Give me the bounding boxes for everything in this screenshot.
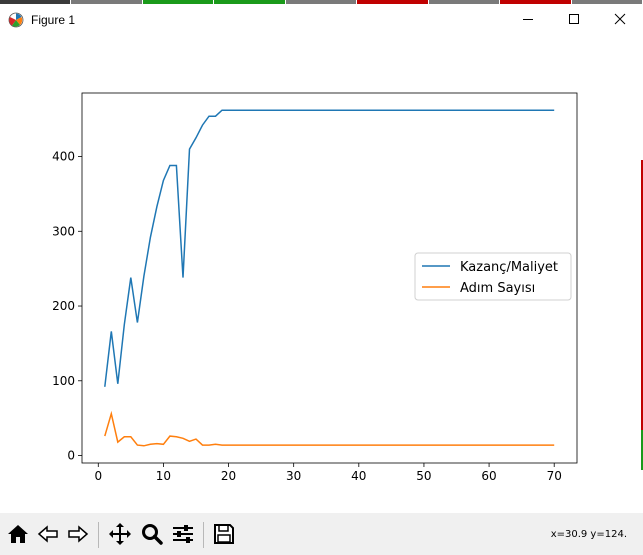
series-line-2 <box>104 410 555 447</box>
strip-segment <box>214 0 285 4</box>
strip-segment <box>500 0 571 4</box>
pan-button[interactable] <box>106 520 134 548</box>
x-tick-label: 50 <box>416 469 431 483</box>
strip-segment <box>71 0 142 4</box>
navigation-toolbar: x=30.9 y=124. <box>0 513 643 555</box>
toolbar-separator <box>98 522 99 548</box>
arrow-left-icon <box>37 525 58 543</box>
window-edge <box>641 430 643 470</box>
magnifier-icon <box>142 524 163 545</box>
legend-box <box>414 252 572 301</box>
y-tick-label: 0 <box>67 449 75 463</box>
x-tick-label: 20 <box>221 469 236 483</box>
axes-frame <box>81 92 578 464</box>
y-tick-label: 100 <box>52 374 75 388</box>
series-line-1 <box>104 109 555 387</box>
back-button[interactable] <box>34 520 62 548</box>
strip-segment <box>428 0 500 4</box>
matplotlib-logo-icon <box>8 12 24 28</box>
x-tick-label: 0 <box>94 469 102 483</box>
x-tick-label: 10 <box>156 469 171 483</box>
x-tick-label: 60 <box>481 469 496 483</box>
move-icon <box>109 523 131 545</box>
maximize-icon <box>569 14 579 24</box>
arrow-right-icon <box>68 525 89 543</box>
y-tick-label: 200 <box>52 299 75 313</box>
x-tick-label: 40 <box>351 469 366 483</box>
strip-segment <box>142 0 214 4</box>
toolbar-separator <box>203 522 204 548</box>
strip-segment <box>285 0 357 4</box>
maximize-button[interactable] <box>551 4 597 34</box>
minimize-button[interactable] <box>505 4 551 34</box>
window-edge <box>641 160 643 460</box>
minimize-icon <box>523 19 533 20</box>
configure-subplots-button[interactable] <box>169 520 197 548</box>
window-title: Figure 1 <box>31 13 76 27</box>
x-tick-label: 30 <box>286 469 301 483</box>
zoom-button[interactable] <box>138 520 166 548</box>
taskbar-color-strip <box>0 0 643 4</box>
save-button[interactable] <box>210 520 238 548</box>
legend-label-2: Adım Sayısı <box>460 281 535 296</box>
title-bar: Figure 1 <box>0 4 643 34</box>
strip-segment <box>357 0 428 4</box>
home-icon <box>8 525 28 543</box>
x-tick-label: 70 <box>547 469 562 483</box>
sliders-icon <box>173 525 193 543</box>
floppy-disk-icon <box>214 524 234 544</box>
cursor-coordinates: x=30.9 y=124. <box>550 529 627 540</box>
line-chart: 0 10 20 30 40 50 60 70 0 100 200 300 400 Kazanç/Maliy… <box>52 92 578 483</box>
figure-canvas[interactable]: 0 10 20 30 40 50 60 70 0 100 200 300 400 Kazanç/Maliy… <box>0 34 643 513</box>
y-tick-label: 300 <box>52 224 75 238</box>
home-button[interactable] <box>4 520 32 548</box>
close-button[interactable] <box>597 4 643 34</box>
close-icon <box>614 13 626 25</box>
legend-label-1: Kazanç/Maliyet <box>460 260 558 275</box>
strip-segment <box>0 0 71 4</box>
strip-segment <box>571 0 642 4</box>
forward-button[interactable] <box>64 520 92 548</box>
y-tick-label: 400 <box>52 150 75 164</box>
